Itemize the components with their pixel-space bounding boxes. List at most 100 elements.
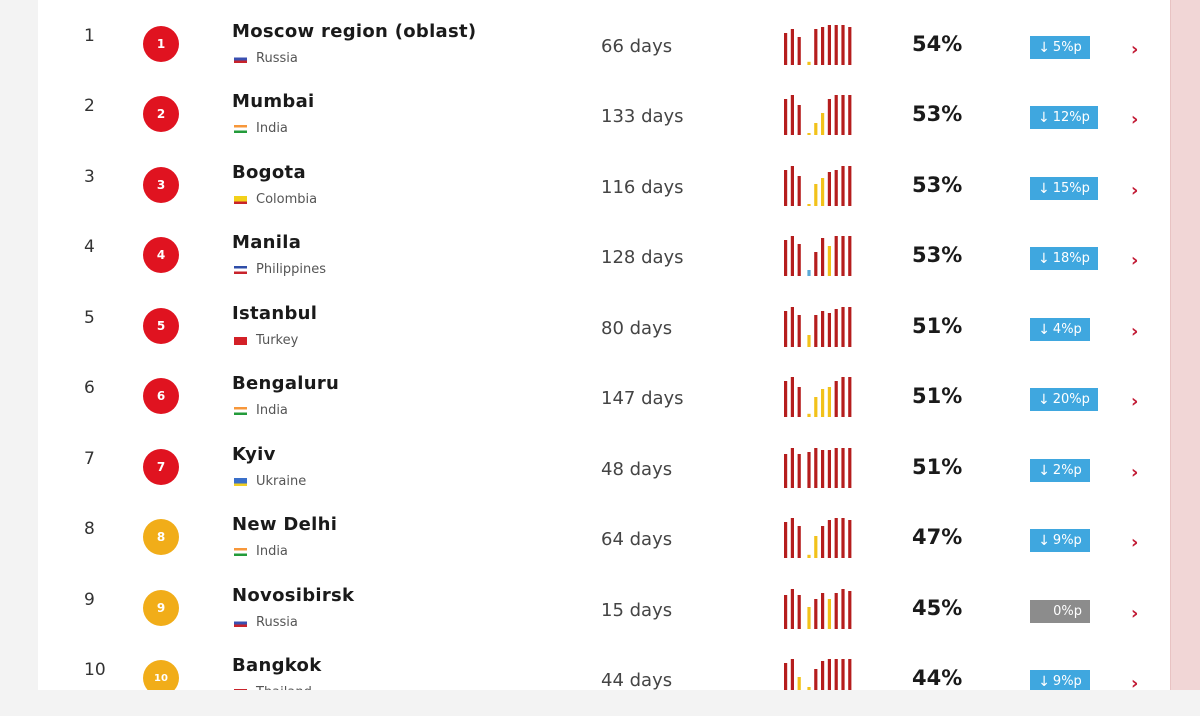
sparkline-bar bbox=[790, 448, 794, 488]
arrow-down-icon: ↓ bbox=[1038, 39, 1050, 56]
sparkline-bar bbox=[814, 184, 818, 206]
change-badge: ↓ 15%p bbox=[1030, 177, 1098, 200]
ranking-row[interactable]: 9 9 Novosibirsk Russia 15 days 45% 0%p › bbox=[38, 564, 1170, 634]
city-name[interactable]: Bengaluru bbox=[232, 373, 340, 394]
chevron-right-icon[interactable]: › bbox=[1131, 180, 1139, 201]
rank-badge: 7 bbox=[143, 449, 179, 485]
change-badge: ↓ 20%p bbox=[1030, 388, 1098, 411]
chevron-right-icon[interactable]: › bbox=[1131, 39, 1139, 60]
change-value: 9%p bbox=[1052, 674, 1082, 689]
sparkline-bar bbox=[784, 170, 788, 206]
change-badge: ↓ 4%p bbox=[1030, 318, 1090, 341]
sparkline-bar bbox=[790, 377, 794, 417]
city-name[interactable]: Kyiv bbox=[232, 444, 276, 465]
change-badge: ↓ 2%p bbox=[1030, 459, 1090, 482]
city-name[interactable]: Moscow region (oblast) bbox=[232, 21, 477, 42]
sparkline-bar bbox=[807, 687, 811, 690]
sparkline-bar bbox=[814, 669, 818, 690]
sparkline-bar bbox=[848, 377, 852, 417]
change-badge: ↓ 12%p bbox=[1030, 106, 1098, 129]
percent-value: 53% bbox=[912, 102, 963, 126]
ranking-row[interactable]: 5 5 Istanbul Turkey 80 days 51% ↓ 4%p › bbox=[38, 282, 1170, 352]
city-name[interactable]: Istanbul bbox=[232, 303, 318, 324]
country-name: Ukraine bbox=[256, 474, 307, 489]
india-flag-icon bbox=[234, 547, 247, 556]
sparkline-bars bbox=[784, 95, 852, 135]
sparkline-bars bbox=[784, 589, 852, 629]
sparkline-bar bbox=[848, 307, 852, 347]
sparkline-bar bbox=[814, 397, 818, 417]
city-name[interactable]: Bogota bbox=[232, 162, 306, 183]
sparkline-bar bbox=[807, 133, 811, 135]
philippines-flag-icon bbox=[234, 265, 247, 274]
country-line: Ukraine bbox=[234, 474, 306, 489]
change-value: 4%p bbox=[1052, 322, 1082, 337]
chevron-right-icon[interactable]: › bbox=[1131, 250, 1139, 271]
sparkline-bar bbox=[790, 307, 794, 347]
arrow-down-icon: ↓ bbox=[1038, 462, 1050, 479]
sparkline-bar bbox=[790, 518, 794, 558]
sparkline-bar bbox=[807, 413, 811, 417]
sparkline-bar bbox=[841, 518, 845, 558]
sparkline-bar bbox=[821, 238, 825, 276]
city-name[interactable]: Mumbai bbox=[232, 91, 315, 112]
chevron-right-icon[interactable]: › bbox=[1131, 532, 1139, 553]
turkey-flag-icon bbox=[234, 336, 247, 345]
days-value: 133 days bbox=[601, 106, 684, 127]
sparkline-bar bbox=[821, 27, 825, 65]
days-value: 48 days bbox=[601, 459, 673, 480]
sparkline-bar bbox=[814, 123, 818, 135]
ranking-row[interactable]: 10 10 Bangkok Thailand 44 days 44% ↓ 9%p… bbox=[38, 634, 1170, 690]
chevron-right-icon[interactable]: › bbox=[1131, 321, 1139, 342]
ranking-row[interactable]: 7 7 Kyiv Ukraine 48 days 51% ↓ 2%p › bbox=[38, 423, 1170, 493]
rank-number: 6 bbox=[84, 378, 95, 398]
ranking-row[interactable]: 8 8 New Delhi India 64 days 47% ↓ 9%p › bbox=[38, 493, 1170, 563]
chevron-right-icon[interactable]: › bbox=[1131, 109, 1139, 130]
chevron-right-icon[interactable]: › bbox=[1131, 391, 1139, 412]
ukraine-flag-icon bbox=[234, 477, 247, 486]
city-name[interactable]: Bangkok bbox=[232, 655, 322, 676]
sparkline-bar bbox=[807, 607, 811, 629]
sparkline-bars bbox=[784, 659, 852, 690]
rank-badge: 6 bbox=[143, 378, 179, 414]
sparkline-bar bbox=[797, 37, 801, 65]
city-name[interactable]: Manila bbox=[232, 232, 302, 253]
ranking-row[interactable]: 2 2 Mumbai India 133 days 53% ↓ 12%p › bbox=[38, 70, 1170, 140]
russia-flag-icon bbox=[234, 618, 247, 627]
sparkline-bar bbox=[841, 589, 845, 629]
change-badge: ↓ 5%p bbox=[1030, 36, 1090, 59]
sparkline-bar bbox=[834, 448, 838, 488]
days-value: 66 days bbox=[601, 36, 673, 57]
country-line: India bbox=[234, 121, 288, 136]
ranking-row[interactable]: 3 3 Bogota Colombia 116 days 53% ↓ 15%p … bbox=[38, 141, 1170, 211]
sparkline-bar bbox=[848, 520, 852, 558]
sparkline-bar bbox=[784, 99, 788, 135]
sparkline-bar bbox=[841, 95, 845, 135]
sparkline-bar bbox=[814, 29, 818, 65]
sparkline-bar bbox=[827, 450, 831, 488]
city-name[interactable]: New Delhi bbox=[232, 514, 338, 535]
sparkline-bar bbox=[841, 236, 845, 276]
ranking-row[interactable]: 6 6 Bengaluru India 147 days 51% ↓ 20%p … bbox=[38, 352, 1170, 422]
sparkline-bar bbox=[790, 659, 794, 690]
change-value: 5%p bbox=[1052, 40, 1082, 55]
ranking-row[interactable]: 1 1 Moscow region (oblast) Russia 66 day… bbox=[38, 0, 1170, 70]
sparkline-bar bbox=[841, 448, 845, 488]
country-line: Thailand bbox=[234, 685, 312, 690]
city-name[interactable]: Novosibirsk bbox=[232, 585, 355, 606]
chevron-right-icon[interactable]: › bbox=[1131, 673, 1139, 690]
percent-value: 44% bbox=[912, 666, 963, 690]
sparkline-bars bbox=[784, 307, 852, 347]
sparkline-bar bbox=[797, 176, 801, 206]
sparkline-bar bbox=[790, 95, 794, 135]
ranking-row[interactable]: 4 4 Manila Philippines 128 days 53% ↓ 18… bbox=[38, 211, 1170, 281]
change-value: 2%p bbox=[1052, 463, 1082, 478]
chevron-right-icon[interactable]: › bbox=[1131, 462, 1139, 483]
sparkline-bar bbox=[790, 236, 794, 276]
days-value: 128 days bbox=[601, 247, 684, 268]
rank-number: 7 bbox=[84, 449, 95, 469]
country-line: Russia bbox=[234, 51, 298, 66]
chevron-right-icon[interactable]: › bbox=[1131, 603, 1139, 624]
russia-flag-icon bbox=[234, 54, 247, 63]
